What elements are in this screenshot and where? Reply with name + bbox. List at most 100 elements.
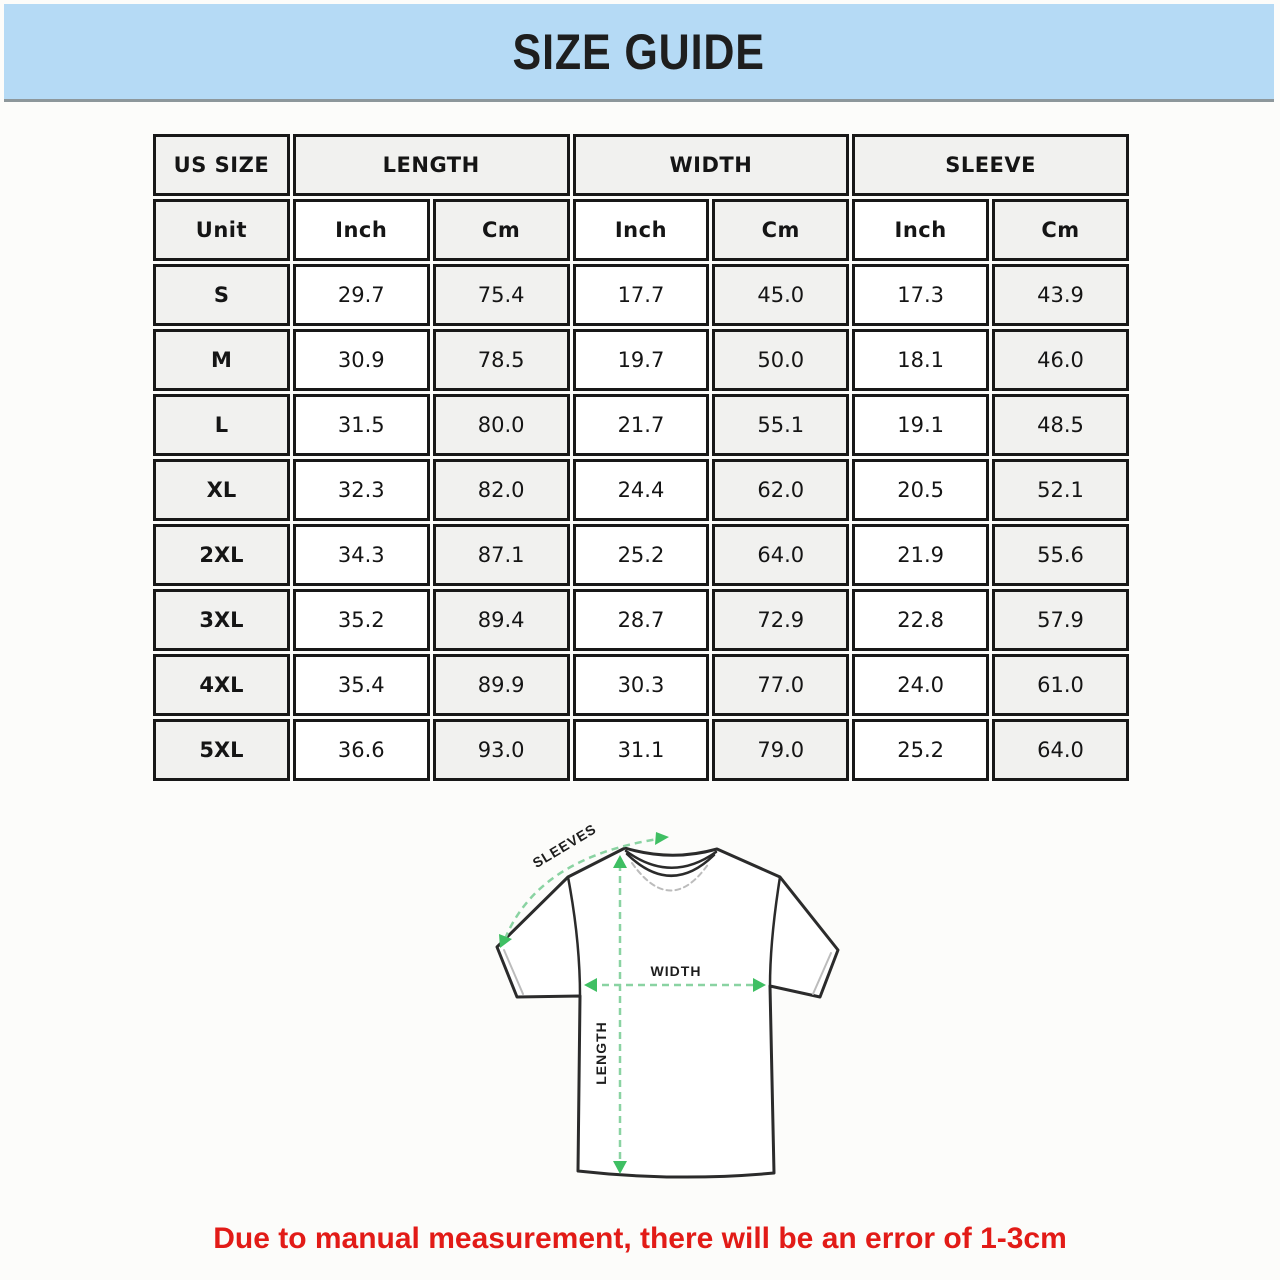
table-row: 5XL 36.6 93.0 31.1 79.0 25.2 64.0 bbox=[153, 719, 1129, 781]
unit-label: Unit bbox=[153, 199, 290, 261]
width-arrowhead-left bbox=[584, 978, 597, 992]
size-label-cell: L bbox=[153, 394, 290, 456]
size-label-cell: 5XL bbox=[153, 719, 290, 781]
measurement-cell: 79.0 bbox=[712, 719, 850, 781]
length-arrowhead-down bbox=[613, 1161, 627, 1174]
right-cuff-hem bbox=[812, 952, 832, 995]
measurement-disclaimer: Due to manual measurement, there will be… bbox=[213, 1222, 1067, 1255]
width-arrowhead-right bbox=[753, 978, 766, 992]
measurement-cell: 22.8 bbox=[852, 589, 990, 651]
table-row: 4XL 35.4 89.9 30.3 77.0 24.0 61.0 bbox=[153, 654, 1129, 716]
measurement-cell: 34.3 bbox=[292, 524, 430, 586]
size-table: US SIZE LENGTH WIDTH SLEEVE Unit Inch Cm Inch Cm… bbox=[150, 131, 1132, 784]
measurement-cell: 77.0 bbox=[712, 654, 850, 716]
measurement-cell: 19.1 bbox=[852, 394, 990, 456]
tshirt-diagram: SLEEVES WIDTH LENGTH bbox=[495, 820, 840, 1179]
measurement-cell: 36.6 bbox=[292, 719, 430, 781]
length-arrowhead-up bbox=[613, 855, 627, 868]
measurement-cell: 64.0 bbox=[712, 524, 850, 586]
size-label-cell: 4XL bbox=[153, 654, 290, 716]
size-label-cell: 2XL bbox=[153, 524, 290, 586]
measurement-cell: 24.0 bbox=[852, 654, 990, 716]
measurement-cell: 32.3 bbox=[292, 459, 430, 521]
sleeves-label: SLEEVES bbox=[530, 820, 600, 871]
measurement-cell: 43.9 bbox=[992, 264, 1129, 326]
table-row: 2XL 34.3 87.1 25.2 64.0 21.9 55.6 bbox=[153, 524, 1129, 586]
length-label: LENGTH bbox=[593, 1021, 609, 1085]
size-label-cell: S bbox=[153, 264, 290, 326]
measurement-cell: 46.0 bbox=[992, 329, 1129, 391]
measurement-cell: 75.4 bbox=[432, 264, 570, 326]
table-row: US SIZE LENGTH WIDTH SLEEVE bbox=[153, 134, 1129, 196]
collar-back-dashed bbox=[631, 862, 710, 892]
measurement-cell: 17.7 bbox=[572, 264, 710, 326]
sleeve-arrowhead-end bbox=[655, 832, 669, 845]
measurement-cell: 29.7 bbox=[292, 264, 430, 326]
table-row: L 31.5 80.0 21.7 55.1 19.1 48.5 bbox=[153, 394, 1129, 456]
unit-header: Inch bbox=[292, 199, 430, 261]
measurement-cell: 24.4 bbox=[572, 459, 710, 521]
sleeve-measure-line bbox=[503, 837, 659, 940]
measurement-cell: 78.5 bbox=[432, 329, 570, 391]
size-label-cell: M bbox=[153, 329, 290, 391]
measurement-cell: 17.3 bbox=[852, 264, 990, 326]
measurement-cell: 20.5 bbox=[852, 459, 990, 521]
measurement-cell: 35.2 bbox=[292, 589, 430, 651]
measurement-cell: 55.6 bbox=[992, 524, 1129, 586]
collar-rib-2 bbox=[625, 852, 716, 877]
measurement-cell: 89.4 bbox=[432, 589, 570, 651]
measurement-cell: 72.9 bbox=[712, 589, 850, 651]
us-size-header: US SIZE bbox=[153, 134, 290, 196]
title-banner: SIZE GUIDE bbox=[4, 4, 1274, 102]
column-header: WIDTH bbox=[572, 134, 850, 196]
measurement-cell: 21.7 bbox=[572, 394, 710, 456]
page-title: SIZE GUIDE bbox=[512, 23, 766, 80]
measurement-cell: 35.4 bbox=[292, 654, 430, 716]
unit-header: Inch bbox=[572, 199, 710, 261]
measurement-cell: 30.3 bbox=[572, 654, 710, 716]
table-row: XL 32.3 82.0 24.4 62.0 20.5 52.1 bbox=[153, 459, 1129, 521]
measurement-cell: 82.0 bbox=[432, 459, 570, 521]
measurement-cell: 30.9 bbox=[292, 329, 430, 391]
measurement-cell: 52.1 bbox=[992, 459, 1129, 521]
measurement-cell: 50.0 bbox=[712, 329, 850, 391]
measurement-cell: 87.1 bbox=[432, 524, 570, 586]
width-label: WIDTH bbox=[651, 963, 702, 979]
table-row: Unit Inch Cm Inch Cm Inch Cm bbox=[153, 199, 1129, 261]
measurement-cell: 31.5 bbox=[292, 394, 430, 456]
tshirt-outline bbox=[495, 846, 840, 1179]
table-row: S 29.7 75.4 17.7 45.0 17.3 43.9 bbox=[153, 264, 1129, 326]
measurement-cell: 25.2 bbox=[852, 719, 990, 781]
left-cuff-hem bbox=[503, 949, 524, 995]
measurement-cell: 89.9 bbox=[432, 654, 570, 716]
measurement-cell: 28.7 bbox=[572, 589, 710, 651]
column-header: SLEEVE bbox=[852, 134, 1129, 196]
size-label-cell: XL bbox=[153, 459, 290, 521]
right-sleeve-seam bbox=[768, 875, 782, 988]
left-sleeve-seam bbox=[566, 875, 582, 998]
measurement-cell: 18.1 bbox=[852, 329, 990, 391]
unit-header: Inch bbox=[852, 199, 990, 261]
sleeve-arrowhead-start bbox=[499, 934, 512, 948]
measurement-cell: 62.0 bbox=[712, 459, 850, 521]
size-label-cell: 3XL bbox=[153, 589, 290, 651]
unit-header: Cm bbox=[992, 199, 1129, 261]
unit-header: Cm bbox=[712, 199, 850, 261]
measurement-cell: 21.9 bbox=[852, 524, 990, 586]
measurement-cell: 93.0 bbox=[432, 719, 570, 781]
measurement-cell: 55.1 bbox=[712, 394, 850, 456]
measurement-cell: 57.9 bbox=[992, 589, 1129, 651]
measurement-cell: 61.0 bbox=[992, 654, 1129, 716]
collar-rib-1 bbox=[624, 849, 718, 869]
column-header: LENGTH bbox=[292, 134, 570, 196]
measurement-cell: 80.0 bbox=[432, 394, 570, 456]
unit-header: Cm bbox=[432, 199, 570, 261]
table-row: M 30.9 78.5 19.7 50.0 18.1 46.0 bbox=[153, 329, 1129, 391]
measurement-cell: 25.2 bbox=[572, 524, 710, 586]
measurement-cell: 64.0 bbox=[992, 719, 1129, 781]
measurement-cell: 45.0 bbox=[712, 264, 850, 326]
measurement-cell: 31.1 bbox=[572, 719, 710, 781]
table-row: 3XL 35.2 89.4 28.7 72.9 22.8 57.9 bbox=[153, 589, 1129, 651]
measurement-cell: 19.7 bbox=[572, 329, 710, 391]
